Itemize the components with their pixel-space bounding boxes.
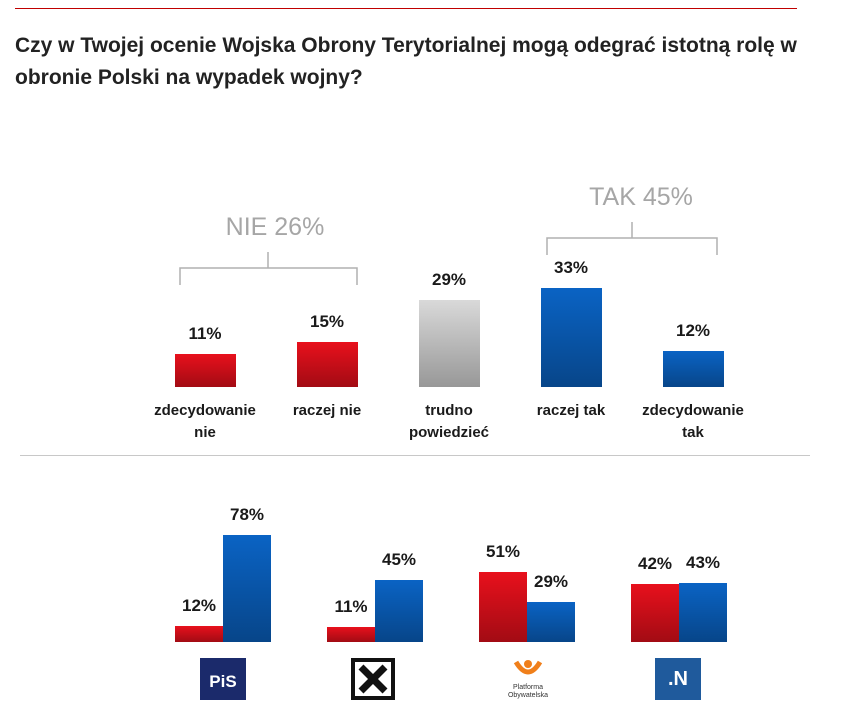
- group-label: TAK 45%: [589, 183, 693, 211]
- value-label: 11%: [334, 596, 368, 616]
- value-label: 12%: [181, 595, 217, 615]
- bar: [296, 342, 358, 387]
- value-label: 29%: [533, 572, 569, 592]
- bar: [527, 602, 575, 642]
- value-label: 33%: [553, 258, 589, 277]
- value-label: 45%: [381, 550, 417, 570]
- value-label: 43%: [685, 552, 721, 572]
- value-label: 29%: [431, 270, 467, 289]
- bar: [679, 582, 727, 642]
- value-label: 78%: [229, 504, 265, 524]
- bar: [175, 625, 223, 642]
- logo-n: .N: [655, 658, 701, 700]
- group-label: NIE 26%: [225, 213, 325, 241]
- value-label: 11%: [188, 324, 222, 343]
- category-label: zdecydowanie tak: [642, 402, 744, 441]
- bar: [223, 534, 271, 642]
- logo-kukiz: [351, 658, 395, 700]
- logo-po-icon: [513, 660, 543, 675]
- logo-po-text: Platforma Obywatelska: [507, 684, 549, 699]
- bar: [631, 584, 679, 642]
- bar: [479, 571, 527, 642]
- bar: [327, 626, 375, 642]
- category-label: raczej tak: [536, 402, 606, 419]
- chart-title: Czy w Twojej ocenie Wojska Obrony Teryto…: [15, 34, 797, 89]
- separator: [20, 455, 810, 456]
- bracket-nie: [179, 252, 358, 285]
- value-label: 51%: [485, 541, 521, 561]
- value-label: 15%: [309, 312, 345, 331]
- category-label: zdecydowanie nie: [154, 402, 256, 441]
- bar: [375, 580, 423, 642]
- category-label: raczej nie: [292, 402, 362, 419]
- category-label: trudno powiedzieć: [408, 402, 490, 441]
- top-rule: [15, 8, 797, 9]
- bracket-tak: [546, 222, 718, 255]
- bar: [540, 288, 602, 387]
- bar: [662, 351, 724, 387]
- value-label: 42%: [637, 554, 673, 574]
- value-label: 12%: [675, 321, 711, 340]
- logo-pis: PiS: [200, 658, 246, 700]
- bar: [174, 354, 236, 387]
- bar: [418, 300, 480, 387]
